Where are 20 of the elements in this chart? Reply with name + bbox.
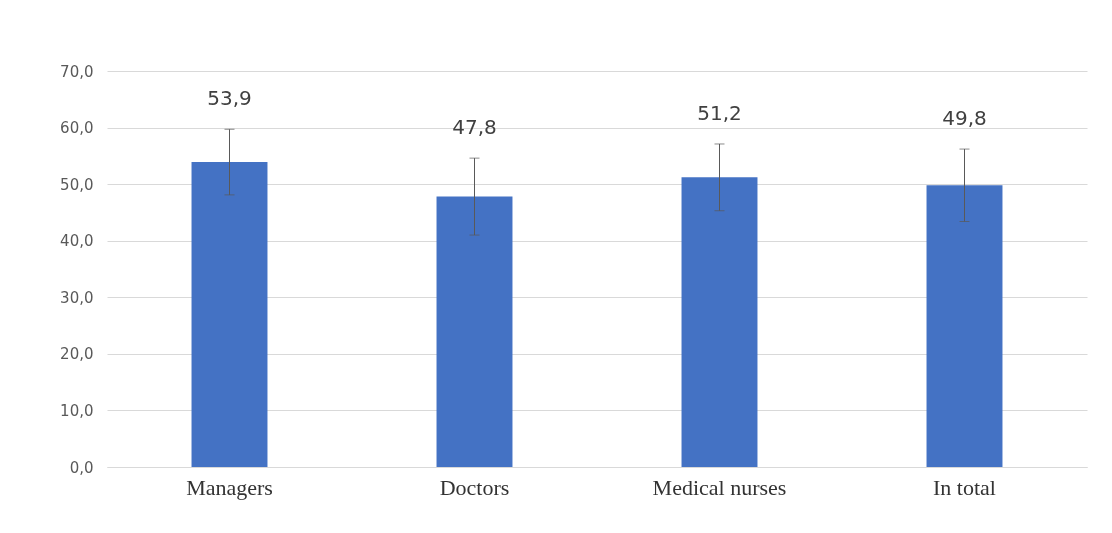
y-tick-label: 0,0 (69, 458, 94, 477)
bar (681, 177, 758, 467)
y-tick-label: 10,0 (60, 401, 94, 420)
x-tick-label: Doctors (439, 474, 510, 500)
bar (926, 185, 1003, 467)
data-label: 49,8 (942, 106, 987, 131)
bar (191, 162, 268, 467)
data-label: 51,2 (697, 100, 742, 125)
x-tick-label: Medical nurses (652, 474, 787, 500)
bar (436, 196, 513, 467)
y-tick-label: 50,0 (60, 175, 94, 194)
y-tick-label: 20,0 (60, 345, 94, 364)
y-tick-label: 30,0 (60, 288, 94, 307)
x-tick-label: In total (933, 474, 996, 500)
y-tick-label: 60,0 (60, 119, 94, 138)
x-tick-label: Managers (186, 474, 273, 500)
y-tick-label: 40,0 (60, 232, 94, 251)
y-tick-label: 70,0 (60, 62, 94, 81)
data-label: 53,9 (207, 86, 252, 111)
data-label: 47,8 (452, 115, 497, 140)
